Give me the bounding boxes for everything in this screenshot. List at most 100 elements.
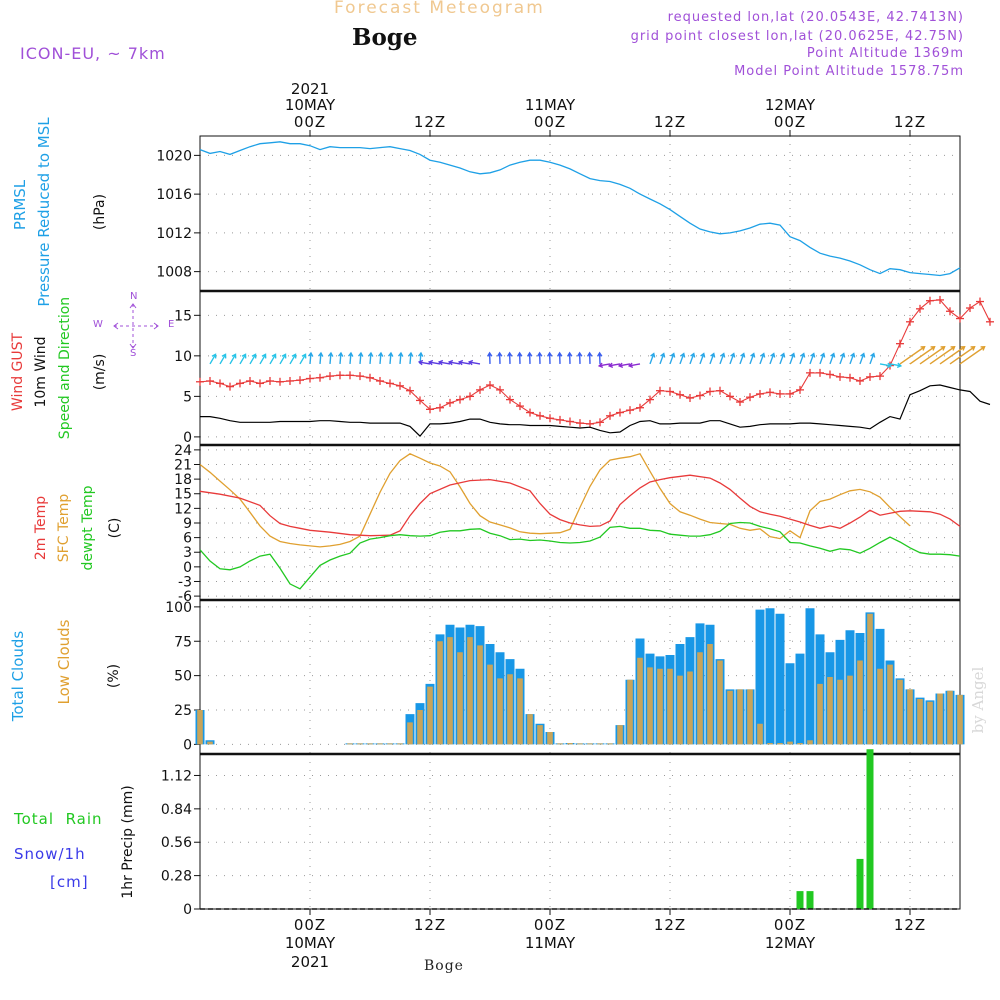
wind-arrow-head bbox=[221, 353, 227, 359]
gust-marker bbox=[416, 396, 424, 405]
low-cloud-bar bbox=[957, 694, 963, 745]
wind-direction-arrow bbox=[879, 362, 893, 369]
y-tick-label: 15 bbox=[174, 308, 192, 324]
low-cloud-bar bbox=[397, 743, 403, 745]
wind-direction-arrow bbox=[759, 352, 766, 365]
wind-arrow-head bbox=[980, 345, 986, 351]
y-tick-label: 0.56 bbox=[161, 835, 192, 851]
low-cloud-bar bbox=[457, 652, 463, 745]
y-tick-label: 15 bbox=[174, 487, 192, 503]
gust-marker bbox=[656, 386, 664, 395]
gust-marker bbox=[276, 377, 284, 386]
gust-marker bbox=[756, 389, 764, 398]
wind-direction-arrow bbox=[709, 352, 716, 365]
low-cloud-bar bbox=[567, 743, 573, 745]
point-altitude: Point Altitude 1369m bbox=[806, 46, 964, 61]
time-tick-label-top: 00Z bbox=[774, 113, 806, 131]
wind-arrow-head bbox=[940, 345, 946, 351]
y-tick-label: 5 bbox=[183, 389, 192, 405]
low-cloud-bar bbox=[797, 743, 803, 745]
low-cloud-bar bbox=[587, 743, 593, 745]
wind-arrow-head bbox=[720, 352, 726, 358]
wind-arrow-shaft bbox=[869, 353, 875, 365]
y-tick-label: 100 bbox=[165, 600, 192, 616]
wind-direction-arrow bbox=[699, 352, 706, 365]
wind-arrow-shaft bbox=[799, 353, 805, 365]
gust-marker bbox=[606, 411, 614, 420]
wind-arrow-head bbox=[860, 352, 866, 358]
time-tick-label-bottom: 00Z bbox=[534, 916, 566, 934]
y-tick-label: 18 bbox=[174, 472, 192, 488]
wind-arrow-shaft bbox=[849, 353, 855, 365]
wind-direction-arrow bbox=[427, 359, 441, 366]
gust-marker bbox=[586, 419, 594, 428]
wind-arrow-head bbox=[617, 362, 624, 369]
dewpt-line bbox=[199, 521, 961, 590]
date-label-bottom: 11MAY bbox=[525, 934, 576, 952]
wind-arrow-shaft bbox=[449, 361, 461, 365]
compass-east: E bbox=[168, 319, 175, 330]
wind-direction-arrow bbox=[387, 351, 394, 365]
gust-marker bbox=[226, 382, 234, 391]
y-tick-label: 0.84 bbox=[161, 802, 192, 818]
gust-marker bbox=[456, 395, 464, 404]
wind-direction-arrow bbox=[209, 353, 217, 365]
y-tick-label: 24 bbox=[174, 443, 192, 459]
wind-arrow-shaft bbox=[779, 353, 785, 365]
wind-arrow-head bbox=[516, 351, 523, 357]
y-tick-label: -3 bbox=[178, 574, 192, 590]
gust-marker bbox=[696, 391, 704, 400]
wind-arrow-shaft bbox=[259, 354, 267, 365]
gust-marker bbox=[536, 411, 544, 420]
low-cloud-bar bbox=[447, 637, 453, 745]
low-cloud-bar bbox=[717, 660, 723, 745]
wind-arrow-head bbox=[740, 352, 746, 358]
wind-arrow-head bbox=[607, 362, 614, 369]
wind-arrow-head bbox=[750, 352, 756, 358]
low-cloud-bar bbox=[527, 714, 533, 745]
wind-direction-arrow bbox=[239, 353, 247, 365]
gust-marker bbox=[216, 379, 224, 388]
wind-arrow-shaft bbox=[859, 353, 865, 365]
date-label-bottom: 12MAY bbox=[765, 934, 816, 952]
low-cloud-bar bbox=[357, 743, 363, 745]
low-cloud-bar bbox=[887, 664, 893, 745]
gust-marker bbox=[946, 307, 954, 316]
gust-marker bbox=[356, 372, 364, 381]
wind-direction-arrow bbox=[457, 359, 471, 366]
wind-arrow-shaft bbox=[939, 346, 965, 365]
wind-arrow-head bbox=[241, 353, 247, 359]
wind-arrow-head bbox=[337, 351, 344, 357]
wind-direction-arrow bbox=[337, 351, 344, 365]
gust-marker bbox=[396, 381, 404, 390]
low-cloud-bar bbox=[207, 741, 213, 745]
gust-marker bbox=[366, 373, 374, 382]
wind-arrow-head bbox=[347, 351, 354, 357]
total-cloud-bar bbox=[765, 608, 775, 745]
wind-arrow-shaft bbox=[619, 363, 631, 367]
wind-arrow-shaft bbox=[719, 353, 725, 365]
gust-marker bbox=[326, 372, 334, 381]
wind-compass-icon: N W E S bbox=[92, 291, 178, 359]
total-cloud-bar bbox=[805, 608, 815, 745]
date-label-bottom: 10MAY bbox=[285, 934, 336, 952]
wind-direction-arrow bbox=[749, 352, 756, 365]
wind-direction-arrow bbox=[659, 352, 666, 365]
wind-direction-arrow bbox=[829, 352, 836, 365]
total-cloud-bar bbox=[795, 653, 805, 745]
wind-direction-arrow bbox=[576, 351, 583, 364]
low-cloud-bar bbox=[787, 741, 793, 745]
low-cloud-bar bbox=[707, 644, 713, 745]
wind-arrow-head bbox=[437, 359, 444, 366]
wind-arrow-head bbox=[670, 352, 676, 358]
wind-arrow-head bbox=[301, 353, 307, 359]
wind-arrow-head bbox=[700, 352, 706, 358]
wind-direction-arrow bbox=[899, 345, 926, 365]
wind-arrow-head bbox=[596, 351, 603, 357]
gust-marker bbox=[716, 386, 724, 395]
gust-marker bbox=[446, 398, 454, 407]
wind-arrow-head bbox=[486, 351, 493, 357]
wind-arrow-head bbox=[526, 351, 533, 357]
low-cloud-bar bbox=[677, 675, 683, 745]
gust-marker bbox=[906, 317, 914, 326]
